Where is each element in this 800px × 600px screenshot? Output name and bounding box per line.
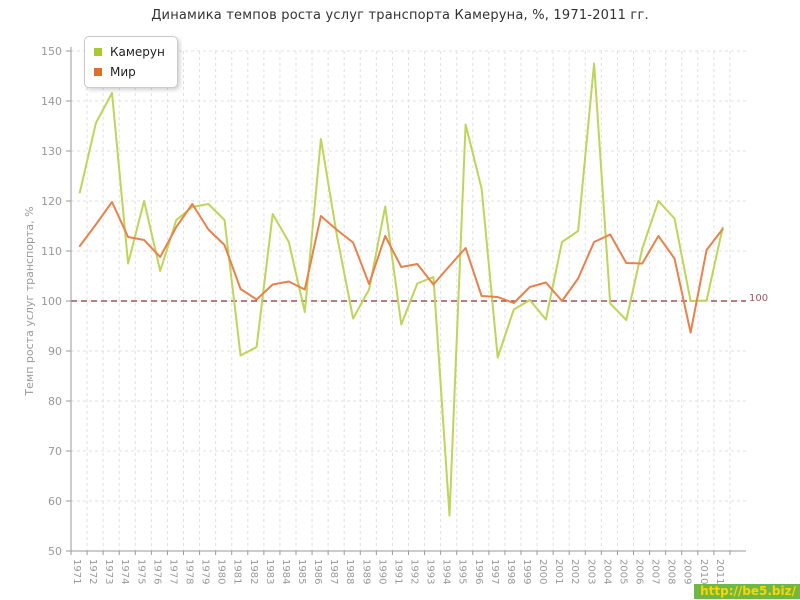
x-tick-label: 1983 [264, 559, 275, 584]
y-tick-label: 130 [41, 145, 62, 158]
x-tick-label: 1971 [71, 559, 82, 584]
x-tick-label: 1993 [425, 559, 436, 584]
x-tick-label: 1994 [441, 559, 452, 584]
x-tick-label: 1972 [87, 559, 98, 584]
legend-label: Камерун [110, 45, 165, 59]
x-tick-label: 1979 [200, 559, 211, 584]
x-tick-label: 1991 [392, 559, 403, 584]
x-tick-label: 1989 [360, 559, 371, 584]
x-tick-label: 2008 [666, 559, 677, 584]
x-tick-label: 1990 [376, 559, 387, 584]
y-tick-label: 80 [48, 395, 62, 408]
x-tick-label: 1999 [521, 559, 532, 584]
y-tick-label: 70 [48, 445, 62, 458]
x-tick-label: 1996 [473, 559, 484, 584]
x-tick-label: 1982 [248, 559, 259, 584]
watermark-link[interactable]: http://be5.biz/ [694, 584, 800, 599]
x-tick-label: 2001 [553, 559, 564, 584]
x-tick-label: 1984 [280, 559, 291, 584]
legend-item-мир[interactable]: Мир [94, 62, 165, 82]
x-tick-label: 1997 [489, 559, 500, 584]
x-tick-label: 2010 [698, 559, 709, 584]
series-line-мир [78, 201, 724, 334]
legend-swatch-icon [94, 68, 102, 76]
x-tick-label: 1978 [184, 559, 195, 584]
baseline-value-label: 100 [749, 293, 768, 304]
x-tick-label: 2003 [585, 559, 596, 584]
legend: Камерун Мир [84, 36, 178, 88]
y-tick-label: 140 [41, 95, 62, 108]
x-tick-label: 1975 [135, 559, 146, 584]
x-tick-label: 2009 [682, 559, 693, 584]
x-tick-label: 1992 [409, 559, 420, 584]
x-tick-label: 1974 [119, 559, 130, 584]
x-tick-label: 1986 [312, 559, 323, 584]
legend-swatch-icon [94, 48, 102, 56]
x-tick-label: 2005 [617, 559, 628, 584]
chart-title: Динамика темпов роста услуг транспорта К… [151, 8, 649, 23]
x-tick-label: 2000 [537, 559, 548, 584]
y-tick-label: 120 [41, 195, 62, 208]
x-tick-label: 2004 [601, 559, 612, 584]
y-tick-label: 90 [48, 345, 62, 358]
x-tick-label: 2007 [650, 559, 661, 584]
y-tick-label: 50 [48, 545, 62, 558]
x-tick-label: 2006 [634, 559, 645, 584]
y-tick-label: 150 [41, 45, 62, 58]
y-tick-label: 60 [48, 495, 62, 508]
x-tick-label: 1988 [344, 559, 355, 584]
series-line-камерун [78, 62, 724, 517]
x-tick-label: 1980 [216, 559, 227, 584]
x-tick-label: 1977 [167, 559, 178, 584]
x-tick-label: 2011 [714, 559, 725, 584]
x-tick-label: 2002 [569, 559, 580, 584]
x-tick-label: 1987 [328, 559, 339, 584]
grid-layer [70, 50, 746, 551]
x-tick-label: 1981 [232, 559, 243, 584]
axes-layer [66, 47, 746, 555]
legend-item-камерун[interactable]: Камерун [94, 42, 165, 62]
x-tick-label: 1985 [296, 559, 307, 584]
y-axis-title: Темп роста услуг транспорта, % [23, 206, 36, 396]
x-tick-label: 1995 [457, 559, 468, 584]
y-tick-label: 110 [41, 245, 62, 258]
axis-labels-layer: 50 60 70 80 90 100 110 120 130 140 150 1971 1972 1973… [41, 45, 725, 584]
x-tick-label: 1998 [505, 559, 516, 584]
x-tick-label: 1973 [103, 559, 114, 584]
y-tick-label: 100 [41, 295, 62, 308]
legend-label: Мир [110, 65, 136, 79]
x-tick-label: 1976 [151, 559, 162, 584]
series-layer [78, 62, 724, 517]
